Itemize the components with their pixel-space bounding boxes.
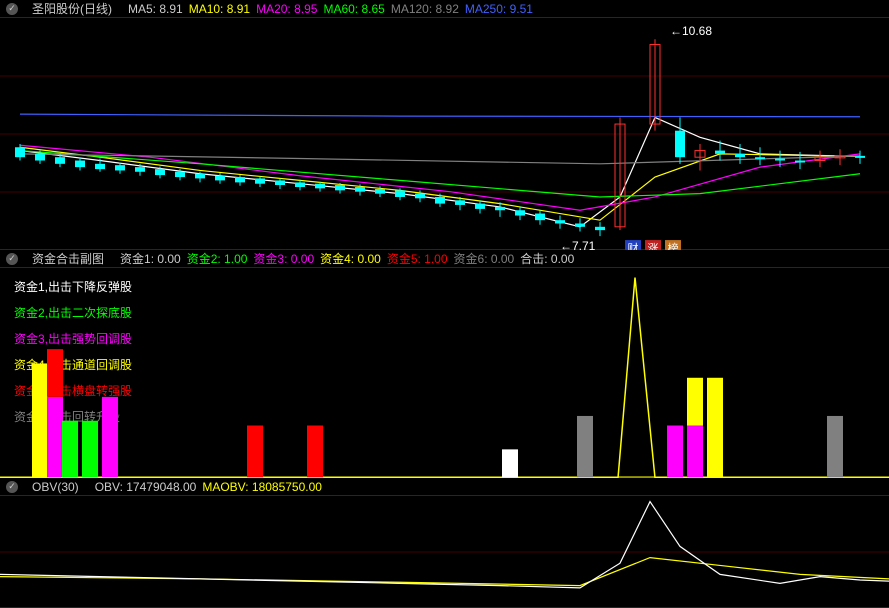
stock-title: 圣阳股份(日线): [32, 0, 112, 17]
svg-text:涨: 涨: [648, 242, 659, 250]
funds-title: 资金合击副图: [32, 250, 104, 267]
indicator-value: 资金1: 0.00: [120, 252, 181, 266]
indicator-value: MA20: 8.95: [256, 2, 317, 16]
indicator-value: MA60: 8.65: [323, 2, 384, 16]
indicator-value: MAOBV: 18085750.00: [202, 480, 322, 494]
indicator-value: MA10: 8.91: [189, 2, 250, 16]
indicator-value: 合击: 0.00: [520, 252, 574, 266]
svg-text:榜: 榜: [668, 241, 679, 250]
indicator-value: MA5: 8.91: [128, 2, 183, 16]
main-header: ✓ 圣阳股份(日线) MA5: 8.91 MA10: 8.91 MA20: 8.95…: [0, 0, 889, 18]
svg-text:←10.68: ←10.68: [670, 24, 712, 38]
svg-text:财: 财: [628, 241, 639, 250]
indicator-value: OBV: 17479048.00: [95, 480, 197, 494]
funds-header: ✓ 资金合击副图 资金1: 0.00 资金2: 1.00 资金3: 0.00 资金4:…: [0, 250, 889, 268]
svg-text:←7.71: ←7.71: [560, 239, 596, 250]
indicator-value: 资金2: 1.00: [187, 252, 248, 266]
indicator-value: 资金4: 0.00: [320, 252, 381, 266]
obv-chart[interactable]: [0, 496, 889, 608]
indicator-value: 资金3: 0.00: [253, 252, 314, 266]
settings-icon[interactable]: ✓: [6, 481, 18, 493]
funds-panel[interactable]: ✓ 资金合击副图 资金1: 0.00 资金2: 1.00 资金3: 0.00 资金4:…: [0, 250, 889, 478]
funds-chart[interactable]: [0, 268, 889, 478]
indicator-value: 资金6: 0.00: [454, 252, 515, 266]
obv-panel[interactable]: ✓ OBV(30) OBV: 17479048.00 MAOBV: 1808575…: [0, 478, 889, 608]
main-chart-panel[interactable]: ✓ 圣阳股份(日线) MA5: 8.91 MA10: 8.91 MA20: 8.95…: [0, 0, 889, 250]
indicator-value: MA250: 9.51: [465, 2, 533, 16]
settings-icon[interactable]: ✓: [6, 253, 18, 265]
obv-header: ✓ OBV(30) OBV: 17479048.00 MAOBV: 1808575…: [0, 478, 889, 496]
indicator-value: 资金5: 1.00: [387, 252, 448, 266]
indicator-value: MA120: 8.92: [391, 2, 459, 16]
candlestick-chart[interactable]: ←10.68 ←7.71 财 涨 榜: [0, 18, 889, 250]
obv-title: OBV(30): [32, 480, 79, 494]
settings-icon[interactable]: ✓: [6, 3, 18, 15]
